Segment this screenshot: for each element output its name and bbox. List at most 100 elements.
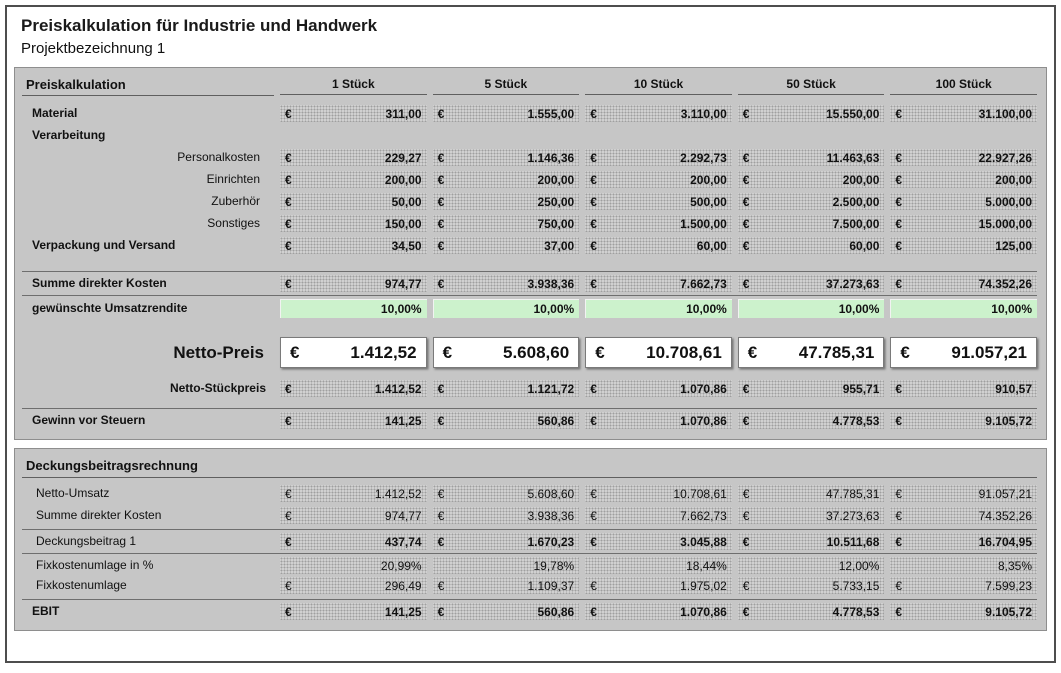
cell-value: 3.938,36 <box>527 508 575 523</box>
currency-symbol-euro: € <box>285 486 292 501</box>
cell-value: 9.105,72 <box>985 413 1032 428</box>
currency-symbol-euro: € <box>437 381 445 396</box>
currency-symbol-euro: € <box>590 194 597 209</box>
cell-value: 4.778,53 <box>832 413 880 428</box>
cell-value: 200,00 <box>537 172 575 187</box>
cell-value: 311,00 <box>385 106 422 121</box>
currency-symbol-euro: € <box>437 106 445 121</box>
value-cell: €3.045,88 <box>585 533 732 550</box>
table-row: Personalkosten €229,27 €1.146,36 €2.292,73 €… <box>22 147 1037 168</box>
currency-symbol-euro: € <box>285 534 292 549</box>
currency-symbol-euro: € <box>437 238 445 253</box>
cell-value: 9.105,72 <box>985 604 1032 619</box>
currency-symbol-euro: € <box>590 238 597 253</box>
panel-deckungsbeitragsrechnung: Deckungsbeitragsrechnung Netto-Umsatz €1.4… <box>14 448 1047 631</box>
currency-symbol-euro: € <box>742 486 750 501</box>
cell-value: 200,00 <box>842 172 880 187</box>
cell-value: 1.555,00 <box>527 106 575 121</box>
currency-symbol-euro: € <box>442 342 453 362</box>
value-cell: €5.733,15 <box>737 577 885 594</box>
cell-value: 200,00 <box>995 172 1032 187</box>
currency-symbol-euro: € <box>900 342 910 362</box>
value-cell: €1.500,00 <box>585 215 732 232</box>
value-cell: €37.273,63 <box>737 275 885 292</box>
value-cell: €4.778,53 <box>737 412 885 429</box>
currency-symbol-euro: € <box>437 276 445 291</box>
row-label: Deckungsbeitrag 1 <box>36 533 137 548</box>
currency-symbol-euro: € <box>895 172 903 187</box>
currency-symbol-euro: € <box>590 106 597 121</box>
project-name: Projektbezeichnung 1 <box>21 40 166 57</box>
currency-symbol-euro: € <box>895 238 903 253</box>
document-page: Preiskalkulation für Industrie und Handw… <box>5 5 1056 663</box>
value-cell: €560,86 <box>432 603 580 620</box>
currency-symbol-euro: € <box>747 342 758 362</box>
currency-symbol-euro: € <box>895 604 903 619</box>
row-label: Netto-Umsatz <box>36 485 110 500</box>
currency-symbol-euro: € <box>742 276 750 291</box>
sections-container: Preiskalkulation 1 Stück 5 Stück 10 Stück 50… <box>7 67 1054 631</box>
cell-value: 74.352,26 <box>978 276 1032 291</box>
table-row: EBIT €141,25 €560,86 €1.070,86 €4.778,53 €9.1… <box>22 599 1037 620</box>
panel-header-row: Deckungsbeitragsrechnung <box>22 456 1037 478</box>
cell-value: 1.500,00 <box>680 216 727 231</box>
section-title: Deckungsbeitragsrechnung <box>26 458 198 473</box>
value-cell: €11.463,63 <box>737 149 885 166</box>
currency-symbol-euro: € <box>437 172 445 187</box>
percent-cell: 18,44% <box>585 557 732 574</box>
cell-value: 7.662,73 <box>680 508 727 523</box>
currency-symbol-euro: € <box>742 381 750 396</box>
value-cell: €1.070,86 <box>585 380 732 397</box>
value-cell: €7.500,00 <box>737 215 885 232</box>
cell-value: 1.670,23 <box>527 534 575 549</box>
value-cell: €250,00 <box>432 193 580 210</box>
currency-symbol-euro: € <box>742 413 750 428</box>
currency-symbol-euro: € <box>285 276 292 291</box>
cell-value: 2.292,73 <box>680 150 727 165</box>
value-cell: €5.000,00 <box>890 193 1037 210</box>
cell-value: 16.704,95 <box>978 534 1032 549</box>
cell-value: 1.975,02 <box>680 578 727 593</box>
table-row: Netto-Preis €1.412,52 €5.608,60 €10.708,61 €… <box>22 337 1037 368</box>
margin-input-cell[interactable]: 10,00% <box>737 299 885 318</box>
margin-input-cell[interactable]: 10,00% <box>432 299 580 318</box>
cell-value: 2.500,00 <box>832 194 880 209</box>
margin-input-cell[interactable]: 10,00% <box>585 299 732 318</box>
margin-input-cell[interactable]: 10,00% <box>280 299 427 318</box>
cell-value: 1.412,52 <box>350 342 417 362</box>
currency-symbol-euro: € <box>895 413 903 428</box>
currency-symbol-euro: € <box>895 486 903 501</box>
value-cell: €200,00 <box>280 171 427 188</box>
currency-symbol-euro: € <box>285 508 292 523</box>
value-cell: €1.412,52 <box>280 380 427 397</box>
currency-symbol-euro: € <box>742 150 750 165</box>
cell-value: 60,00 <box>849 238 880 253</box>
row-spacer <box>22 319 1037 333</box>
net-price-cell: €1.412,52 <box>280 337 427 368</box>
value-cell: €91.057,21 <box>890 485 1037 502</box>
margin-input-cell[interactable]: 10,00% <box>890 299 1037 318</box>
value-cell: €9.105,72 <box>890 603 1037 620</box>
cell-value: 229,27 <box>384 150 422 165</box>
cell-value: 5.608,60 <box>503 342 570 362</box>
row-label: Zuberhör <box>211 193 260 208</box>
row-label: Fixkostenumlage in % <box>36 557 154 572</box>
currency-symbol-euro: € <box>895 216 903 231</box>
cell-value: 5.000,00 <box>985 194 1032 209</box>
table-row: Deckungsbeitrag 1 €437,74 €1.670,23 €3.045,… <box>22 529 1037 550</box>
cell-value: 91.057,21 <box>978 486 1032 501</box>
currency-symbol-euro: € <box>895 508 903 523</box>
cell-value: 1.412,52 <box>374 486 422 501</box>
row-spacer <box>22 372 1037 377</box>
currency-symbol-euro: € <box>285 172 292 187</box>
currency-symbol-euro: € <box>590 413 597 428</box>
row-spacer <box>22 257 1037 268</box>
value-cell: €1.146,36 <box>432 149 580 166</box>
cell-value: 1.412,52 <box>374 381 422 396</box>
net-price-cell: €5.608,60 <box>432 337 580 368</box>
value-cell: €37,00 <box>432 237 580 254</box>
value-cell: €1.070,86 <box>585 412 732 429</box>
value-cell: €1.121,72 <box>432 380 580 397</box>
column-header: 100 Stück <box>890 77 1037 95</box>
table-row: Summe direkter Kosten €974,77 €3.938,36 €7.… <box>22 505 1037 526</box>
